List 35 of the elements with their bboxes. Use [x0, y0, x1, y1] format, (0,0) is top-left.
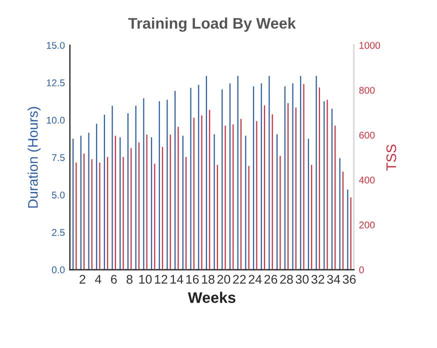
x-tick-label: 2 [80, 274, 86, 284]
x-tick-label: 32 [311, 274, 324, 284]
x-tick-label: 30 [296, 274, 309, 284]
x-tick-label: 4 [94, 275, 102, 284]
x-tick-label: 20 [217, 274, 230, 284]
y2-tick-label: 0 [359, 266, 364, 274]
y-tick-label: 15.0 [46, 42, 65, 49]
x-tick-label: 36 [342, 274, 356, 284]
y2-axis-title: TSS [386, 144, 396, 171]
x-tick-label: 6 [111, 274, 117, 284]
x-tick-label: 28 [280, 274, 293, 284]
x-tick-label: 8 [126, 274, 132, 284]
chart-title: Training Load By Week [128, 18, 296, 32]
y-tick-label: 0.0 [52, 266, 65, 274]
x-tick-label: 14 [170, 275, 184, 284]
y-axis-title: Duration (Hours) [28, 107, 41, 208]
y-tick-label: 10.0 [46, 116, 65, 124]
y2-tick-label: 200 [359, 222, 375, 228]
x-axis-title: Weeks [188, 292, 236, 303]
x-tick-label: 34 [327, 274, 340, 284]
x-tick-label: 18 [202, 274, 214, 284]
x-tick-label: 16 [186, 274, 199, 284]
x-tick-label: 12 [154, 274, 168, 284]
y2-tick-label: 800 [359, 86, 375, 94]
x-tick-label: 22 [233, 274, 246, 284]
y2-tick-label: 1000 [360, 42, 380, 49]
y2-tick-label: 600 [359, 132, 375, 139]
y-tick-label: 5.0 [52, 192, 65, 198]
x-tick-label: 26 [264, 274, 278, 284]
y-tick-label: 12.5 [46, 79, 65, 86]
x-tick-label: 10 [139, 274, 152, 284]
y2-tick-label: 400 [359, 176, 375, 184]
y-tick-label: 2.5 [52, 229, 65, 236]
x-tick-label: 24 [248, 274, 262, 284]
y-tick-label: 7.5 [52, 154, 65, 162]
